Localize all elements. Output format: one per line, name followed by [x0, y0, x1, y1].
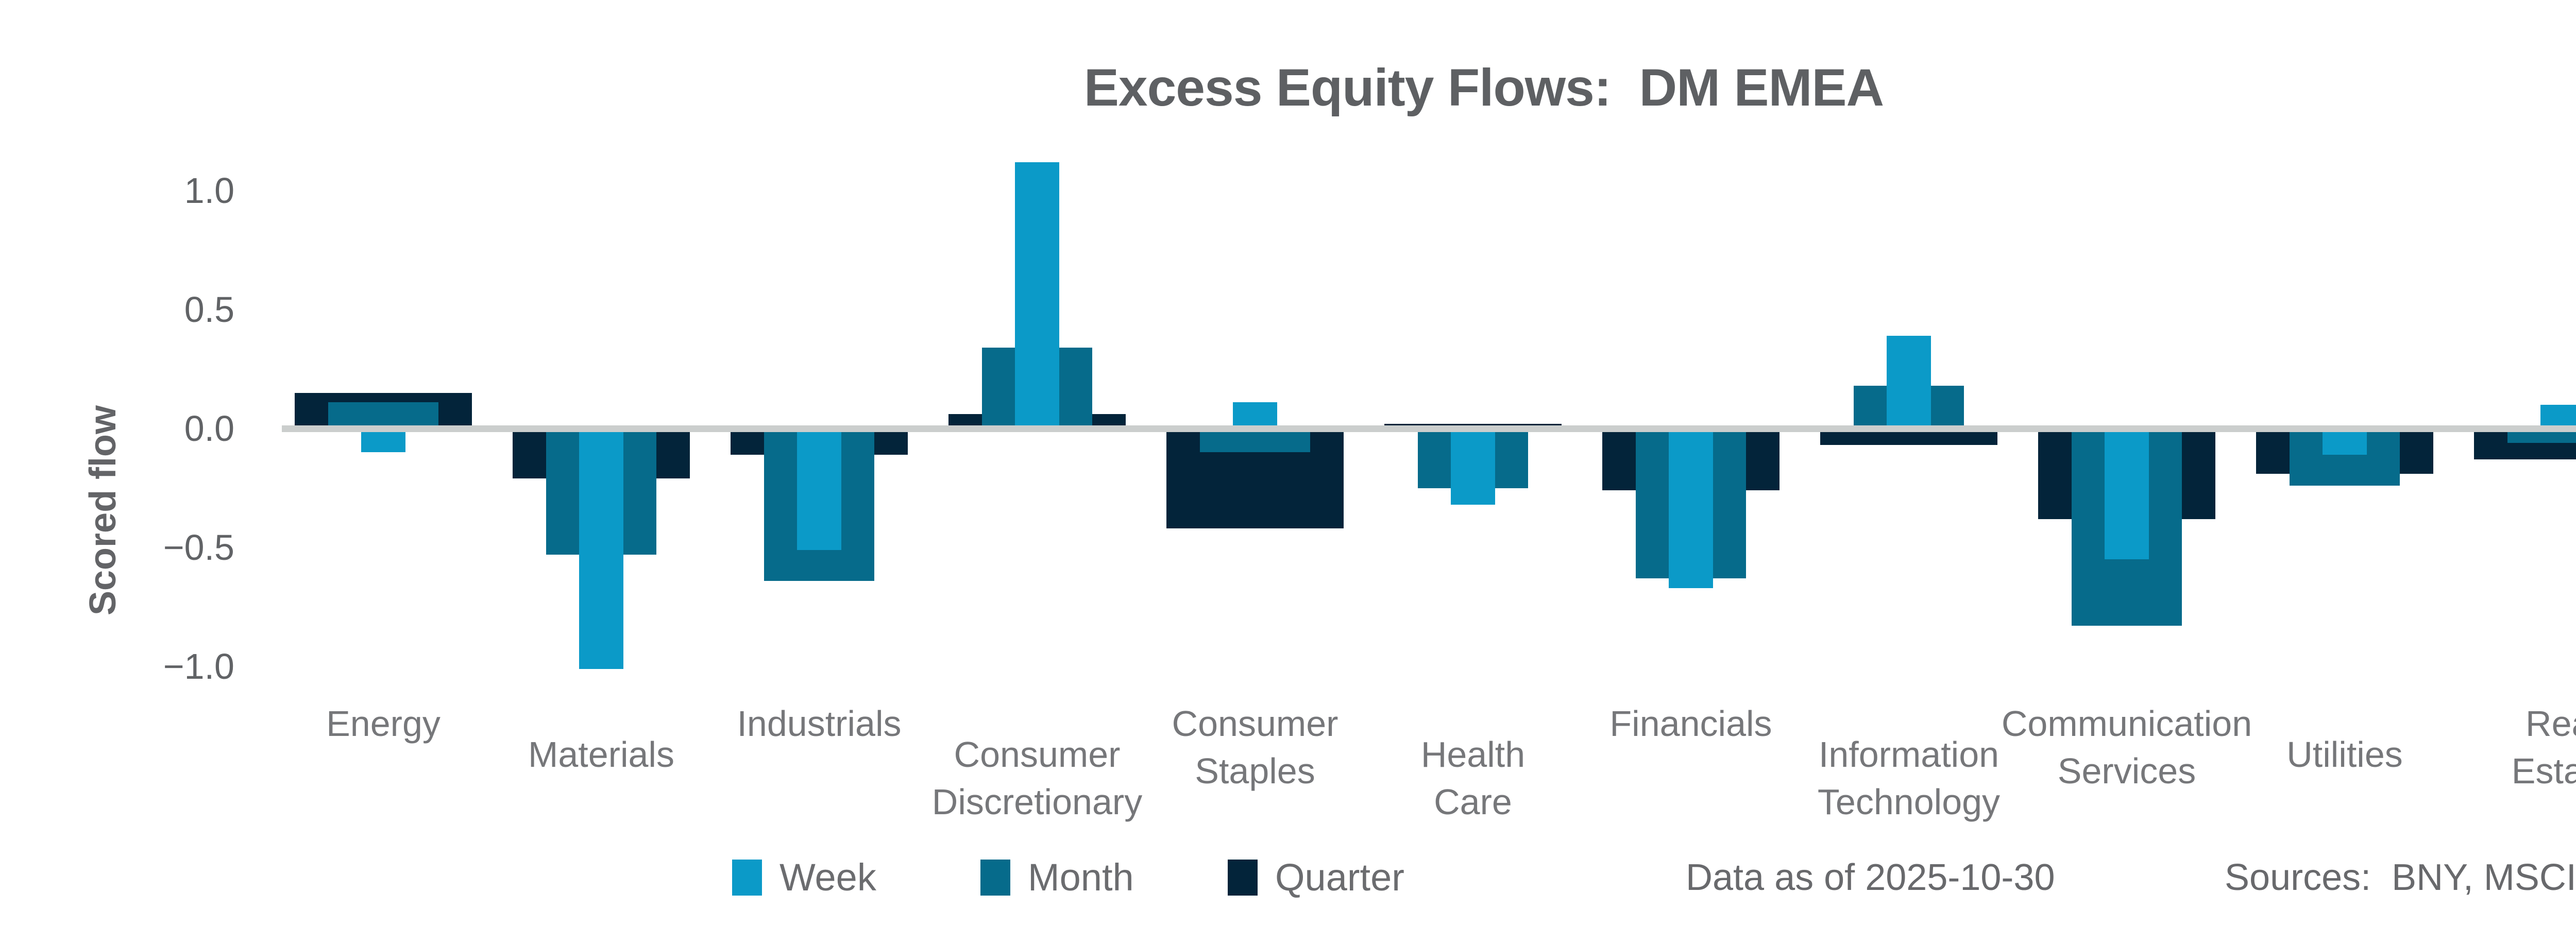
bar-week-materials: [579, 428, 623, 669]
legend-swatch-month: [980, 860, 1010, 896]
legend-item-month: Month: [980, 856, 1134, 899]
x-label-information-technology: Information Technology: [1687, 731, 2130, 826]
bar-week-energy: [361, 428, 405, 452]
x-label-communication-services: Communication Services: [1905, 700, 2348, 795]
bar-week-consumer-discretionary: [1015, 162, 1059, 428]
x-label-line: Energy: [326, 703, 440, 744]
legend-label-quarter: Quarter: [1275, 856, 1404, 899]
x-label-line: Estate: [2511, 751, 2576, 791]
x-label-line: Consumer: [1172, 703, 1338, 744]
bar-week-communication-services: [2105, 428, 2149, 559]
x-label-energy: Energy: [162, 700, 605, 747]
x-label-line: Communication: [2001, 703, 2252, 744]
x-label-utilities: Utilities: [2123, 731, 2566, 778]
bar-week-consumer-staples: [1233, 402, 1277, 428]
bar-week-health-care: [1451, 428, 1495, 505]
legend-swatch-quarter: [1228, 860, 1258, 896]
zero-axis-line: [282, 425, 2576, 432]
x-label-materials: Materials: [380, 731, 823, 778]
bar-week-utilities: [2323, 428, 2367, 455]
x-label-line: Financials: [1609, 703, 1772, 744]
x-label-line: Technology: [1817, 782, 2001, 822]
x-label-line: Utilities: [2286, 734, 2403, 775]
legend-item-week: Week: [732, 856, 876, 899]
bar-week-information-technology: [1887, 336, 1931, 428]
x-label-line: Consumer: [954, 734, 1121, 775]
x-label-line: Care: [1434, 782, 1512, 822]
x-label-industrials: Industrials: [598, 700, 1041, 747]
bar-week-industrials: [797, 428, 841, 550]
x-label-line: Information: [1818, 734, 1999, 775]
chart-title: Excess Equity Flows: DM EMEA: [1083, 58, 1884, 117]
x-label-line: Staples: [1195, 751, 1315, 791]
bar-week-real-estate: [2540, 405, 2576, 428]
data-as-of-note: Data as of 2025-10-30: [1686, 857, 2055, 898]
x-label-line: Discretionary: [931, 782, 1143, 822]
y-tick-1-0: 1.0: [184, 170, 234, 211]
x-label-financials: Financials: [1469, 700, 1912, 747]
x-label-line: Real: [2526, 703, 2576, 744]
x-label-real-estate: Real Estate: [2341, 700, 2576, 795]
x-label-consumer-discretionary: Consumer Discretionary: [816, 731, 1259, 826]
x-label-line: Services: [2057, 751, 2196, 791]
sources-note: Sources: BNY, MSCI: [2225, 857, 2576, 898]
x-label-line: Health: [1420, 734, 1526, 775]
legend-swatch-week: [732, 860, 762, 896]
x-label-line: Materials: [528, 734, 674, 775]
y-tick--1-0: −1.0: [163, 646, 234, 686]
legend-label-week: Week: [779, 856, 876, 899]
y-tick-0-5: 0.5: [184, 289, 234, 330]
y-tick--0-5: −0.5: [163, 527, 234, 568]
bar-month-consumer-staples: [1200, 428, 1310, 452]
y-axis-title: Scored flow: [82, 405, 124, 616]
y-tick-0-0: 0.0: [184, 408, 234, 449]
x-label-consumer-staples: Consumer Staples: [1033, 700, 1477, 795]
x-label-line: Industrials: [737, 703, 902, 744]
bar-week-financials: [1669, 428, 1713, 588]
bar-month-energy: [328, 402, 438, 428]
x-label-health-care: Health Care: [1251, 731, 1694, 826]
legend-label-month: Month: [1028, 856, 1134, 899]
legend-item-quarter: Quarter: [1228, 856, 1404, 899]
